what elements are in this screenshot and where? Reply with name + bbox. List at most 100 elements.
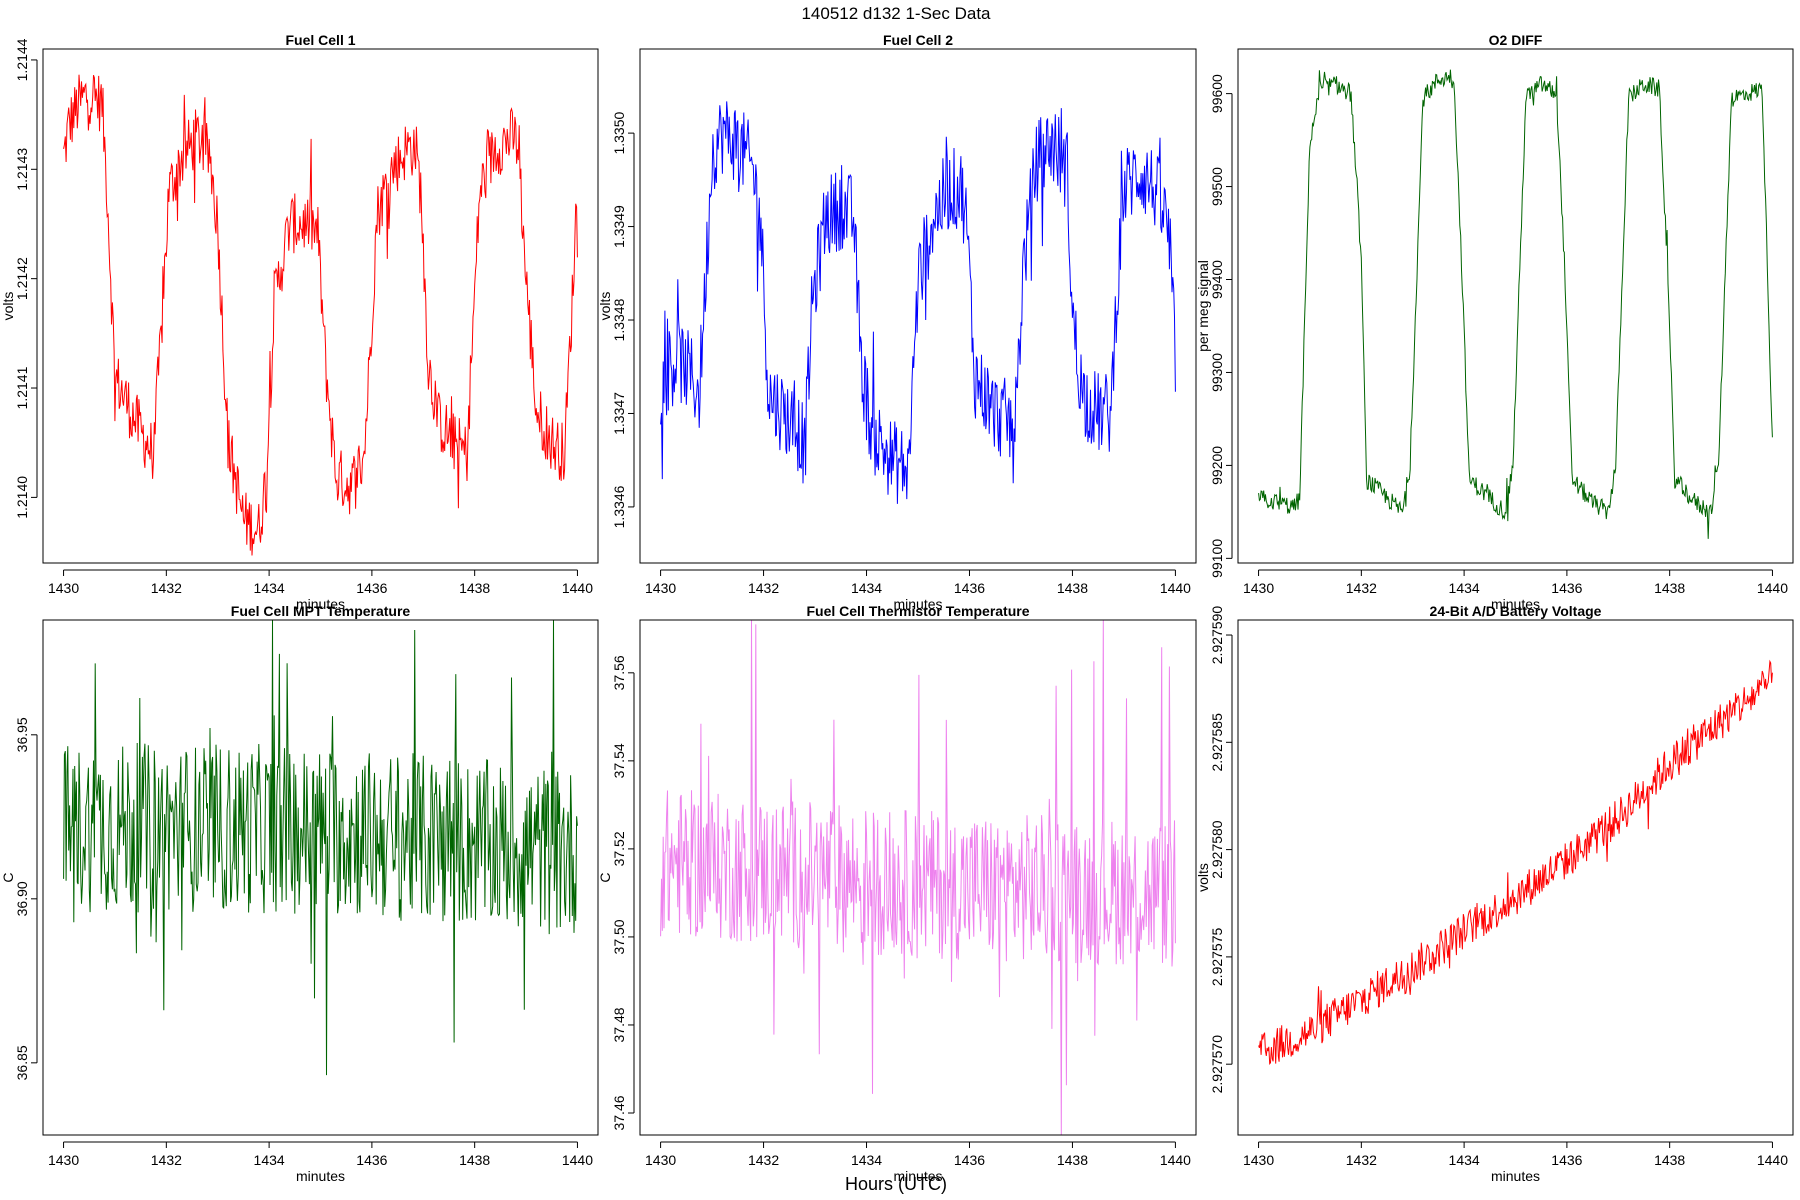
therm-plot-frame <box>639 619 1197 1136</box>
fc2-y-tick-label: 1.3346 <box>611 485 627 528</box>
batt-series-line-0 <box>1258 659 1773 1065</box>
fc1-y-tick-label: 1.2143 <box>14 148 30 191</box>
panel-batt: 24-Bit A/D Battery Voltage 1430 1432 1434 14… <box>1195 603 1794 1184</box>
fc1-x-tick-label: 1432 <box>151 580 182 596</box>
fc1-ylabel: volts <box>0 292 16 321</box>
fc1-y-tick-label: 1.2141 <box>14 366 30 409</box>
therm-y-tick-label: 37.50 <box>611 919 627 954</box>
fc2-y-tick-label: 1.3349 <box>611 205 627 248</box>
batt-ylabel: volts <box>1195 863 1211 892</box>
panel-fc1: Fuel Cell 1 1430 1432 1434 1436 1438 1440 minut… <box>0 32 599 612</box>
panel-mpt: Fuel Cell MPT Temperature 1430 1432 1434 143… <box>0 603 599 1184</box>
o2-series-line-0 <box>1258 69 1773 539</box>
fc1-series-line-0 <box>63 74 578 556</box>
batt-xlabel: minutes <box>1491 1168 1540 1184</box>
therm-x-tick-label: 1438 <box>1057 1152 1088 1168</box>
mpt-plot-frame <box>42 619 599 1136</box>
batt-y-tick-label: 2.927575 <box>1209 927 1225 986</box>
o2-ylabel: per meg signal <box>1195 260 1211 352</box>
mpt-title: Fuel Cell MPT Temperature <box>231 603 411 619</box>
mpt-x-tick-label: 1436 <box>356 1152 387 1168</box>
fc2-y-tick-label: 1.3347 <box>611 392 627 435</box>
batt-y-tick-label: 2.927570 <box>1209 1035 1225 1094</box>
batt-plot-frame <box>1237 619 1794 1136</box>
fc2-title: Fuel Cell 2 <box>883 32 953 48</box>
o2-x-tick-label: 1430 <box>1243 580 1274 596</box>
fc1-x-tick-label: 1436 <box>356 580 387 596</box>
fc2-x-tick-label: 1430 <box>645 580 676 596</box>
batt-x-tick-label: 1440 <box>1757 1152 1788 1168</box>
fc1-x-tick-label: 1438 <box>459 580 490 596</box>
batt-x-tick-label: 1434 <box>1449 1152 1480 1168</box>
batt-x-tick-label: 1430 <box>1243 1152 1274 1168</box>
o2-y-tick-label: 99600 <box>1209 74 1225 113</box>
mpt-y-tick-label: 36.95 <box>14 717 30 752</box>
fc2-ylabel: volts <box>597 292 613 321</box>
therm-y-tick-label: 37.46 <box>611 1095 627 1130</box>
fc2-x-tick-label: 1434 <box>851 580 882 596</box>
fc1-plot-frame <box>42 48 599 564</box>
mpt-x-tick-label: 1438 <box>459 1152 490 1168</box>
mpt-x-tick-label: 1430 <box>48 1152 79 1168</box>
fc1-x-tick-label: 1430 <box>48 580 79 596</box>
therm-y-tick-label: 37.54 <box>611 743 627 778</box>
mpt-x-tick-label: 1434 <box>254 1152 285 1168</box>
fc2-y-tick-label: 1.3348 <box>611 298 627 341</box>
therm-series-line-0 <box>660 619 1176 1136</box>
fc1-x-tick-label: 1440 <box>562 580 593 596</box>
batt-title: 24-Bit A/D Battery Voltage <box>1430 603 1602 619</box>
o2-xlabel: minutes <box>1491 596 1540 612</box>
mpt-x-tick-label: 1432 <box>151 1152 182 1168</box>
o2-y-tick-label: 99500 <box>1209 167 1225 206</box>
fc2-x-tick-label: 1438 <box>1057 580 1088 596</box>
o2-x-tick-label: 1438 <box>1654 580 1685 596</box>
therm-ylabel: C <box>597 872 613 882</box>
therm-y-tick-label: 37.56 <box>611 655 627 690</box>
o2-x-tick-label: 1440 <box>1757 580 1788 596</box>
fc2-x-tick-label: 1440 <box>1160 580 1191 596</box>
mpt-series-line-0 <box>63 619 578 1076</box>
figure-xlabel: Hours (UTC) <box>845 1174 947 1194</box>
fc1-xlabel: minutes <box>296 596 345 612</box>
therm-x-tick-label: 1440 <box>1160 1152 1191 1168</box>
figure-title: 140512 d132 1-Sec Data <box>801 4 991 23</box>
therm-xlabel: minutes <box>893 1168 942 1184</box>
fc2-x-tick-label: 1432 <box>748 580 779 596</box>
o2-y-tick-label: 99200 <box>1209 446 1225 485</box>
fc2-y-tick-label: 1.3350 <box>611 111 627 154</box>
o2-plot-frame <box>1237 48 1794 564</box>
batt-y-tick-label: 2.927590 <box>1209 606 1225 665</box>
fc2-x-tick-label: 1436 <box>954 580 985 596</box>
fc1-y-tick-label: 1.2140 <box>14 476 30 519</box>
panels: Fuel Cell 1 1430 1432 1434 1436 1438 1440 minut… <box>0 32 1794 1184</box>
mpt-ylabel: C <box>0 872 16 882</box>
mpt-x-tick-label: 1440 <box>562 1152 593 1168</box>
therm-x-tick-label: 1434 <box>851 1152 882 1168</box>
therm-x-tick-label: 1430 <box>645 1152 676 1168</box>
o2-x-tick-label: 1432 <box>1346 580 1377 596</box>
panel-o2: O2 DIFF 1430 1432 1434 1436 1438 1440 minutes 99… <box>1195 32 1794 612</box>
therm-y-tick-label: 37.48 <box>611 1007 627 1042</box>
therm-title: Fuel Cell Thermistor Temperature <box>806 603 1029 619</box>
o2-y-tick-label: 99300 <box>1209 353 1225 392</box>
fc2-xlabel: minutes <box>893 596 942 612</box>
therm-y-tick-label: 37.52 <box>611 831 627 866</box>
batt-x-tick-label: 1432 <box>1346 1152 1377 1168</box>
o2-y-tick-label: 99100 <box>1209 539 1225 578</box>
therm-x-tick-label: 1436 <box>954 1152 985 1168</box>
batt-y-tick-label: 2.927585 <box>1209 713 1225 772</box>
o2-y-tick-label: 99400 <box>1209 260 1225 299</box>
mpt-y-tick-label: 36.90 <box>14 881 30 916</box>
mpt-y-tick-label: 36.85 <box>14 1045 30 1080</box>
batt-x-tick-label: 1438 <box>1654 1152 1685 1168</box>
o2-title: O2 DIFF <box>1489 32 1543 48</box>
fc1-x-tick-label: 1434 <box>254 580 285 596</box>
batt-y-tick-label: 2.927580 <box>1209 820 1225 879</box>
mpt-xlabel: minutes <box>296 1168 345 1184</box>
fc1-title: Fuel Cell 1 <box>285 32 355 48</box>
batt-x-tick-label: 1436 <box>1551 1152 1582 1168</box>
fc1-y-tick-label: 1.2142 <box>14 257 30 300</box>
fc1-y-tick-label: 1.2144 <box>14 38 30 81</box>
therm-x-tick-label: 1432 <box>748 1152 779 1168</box>
